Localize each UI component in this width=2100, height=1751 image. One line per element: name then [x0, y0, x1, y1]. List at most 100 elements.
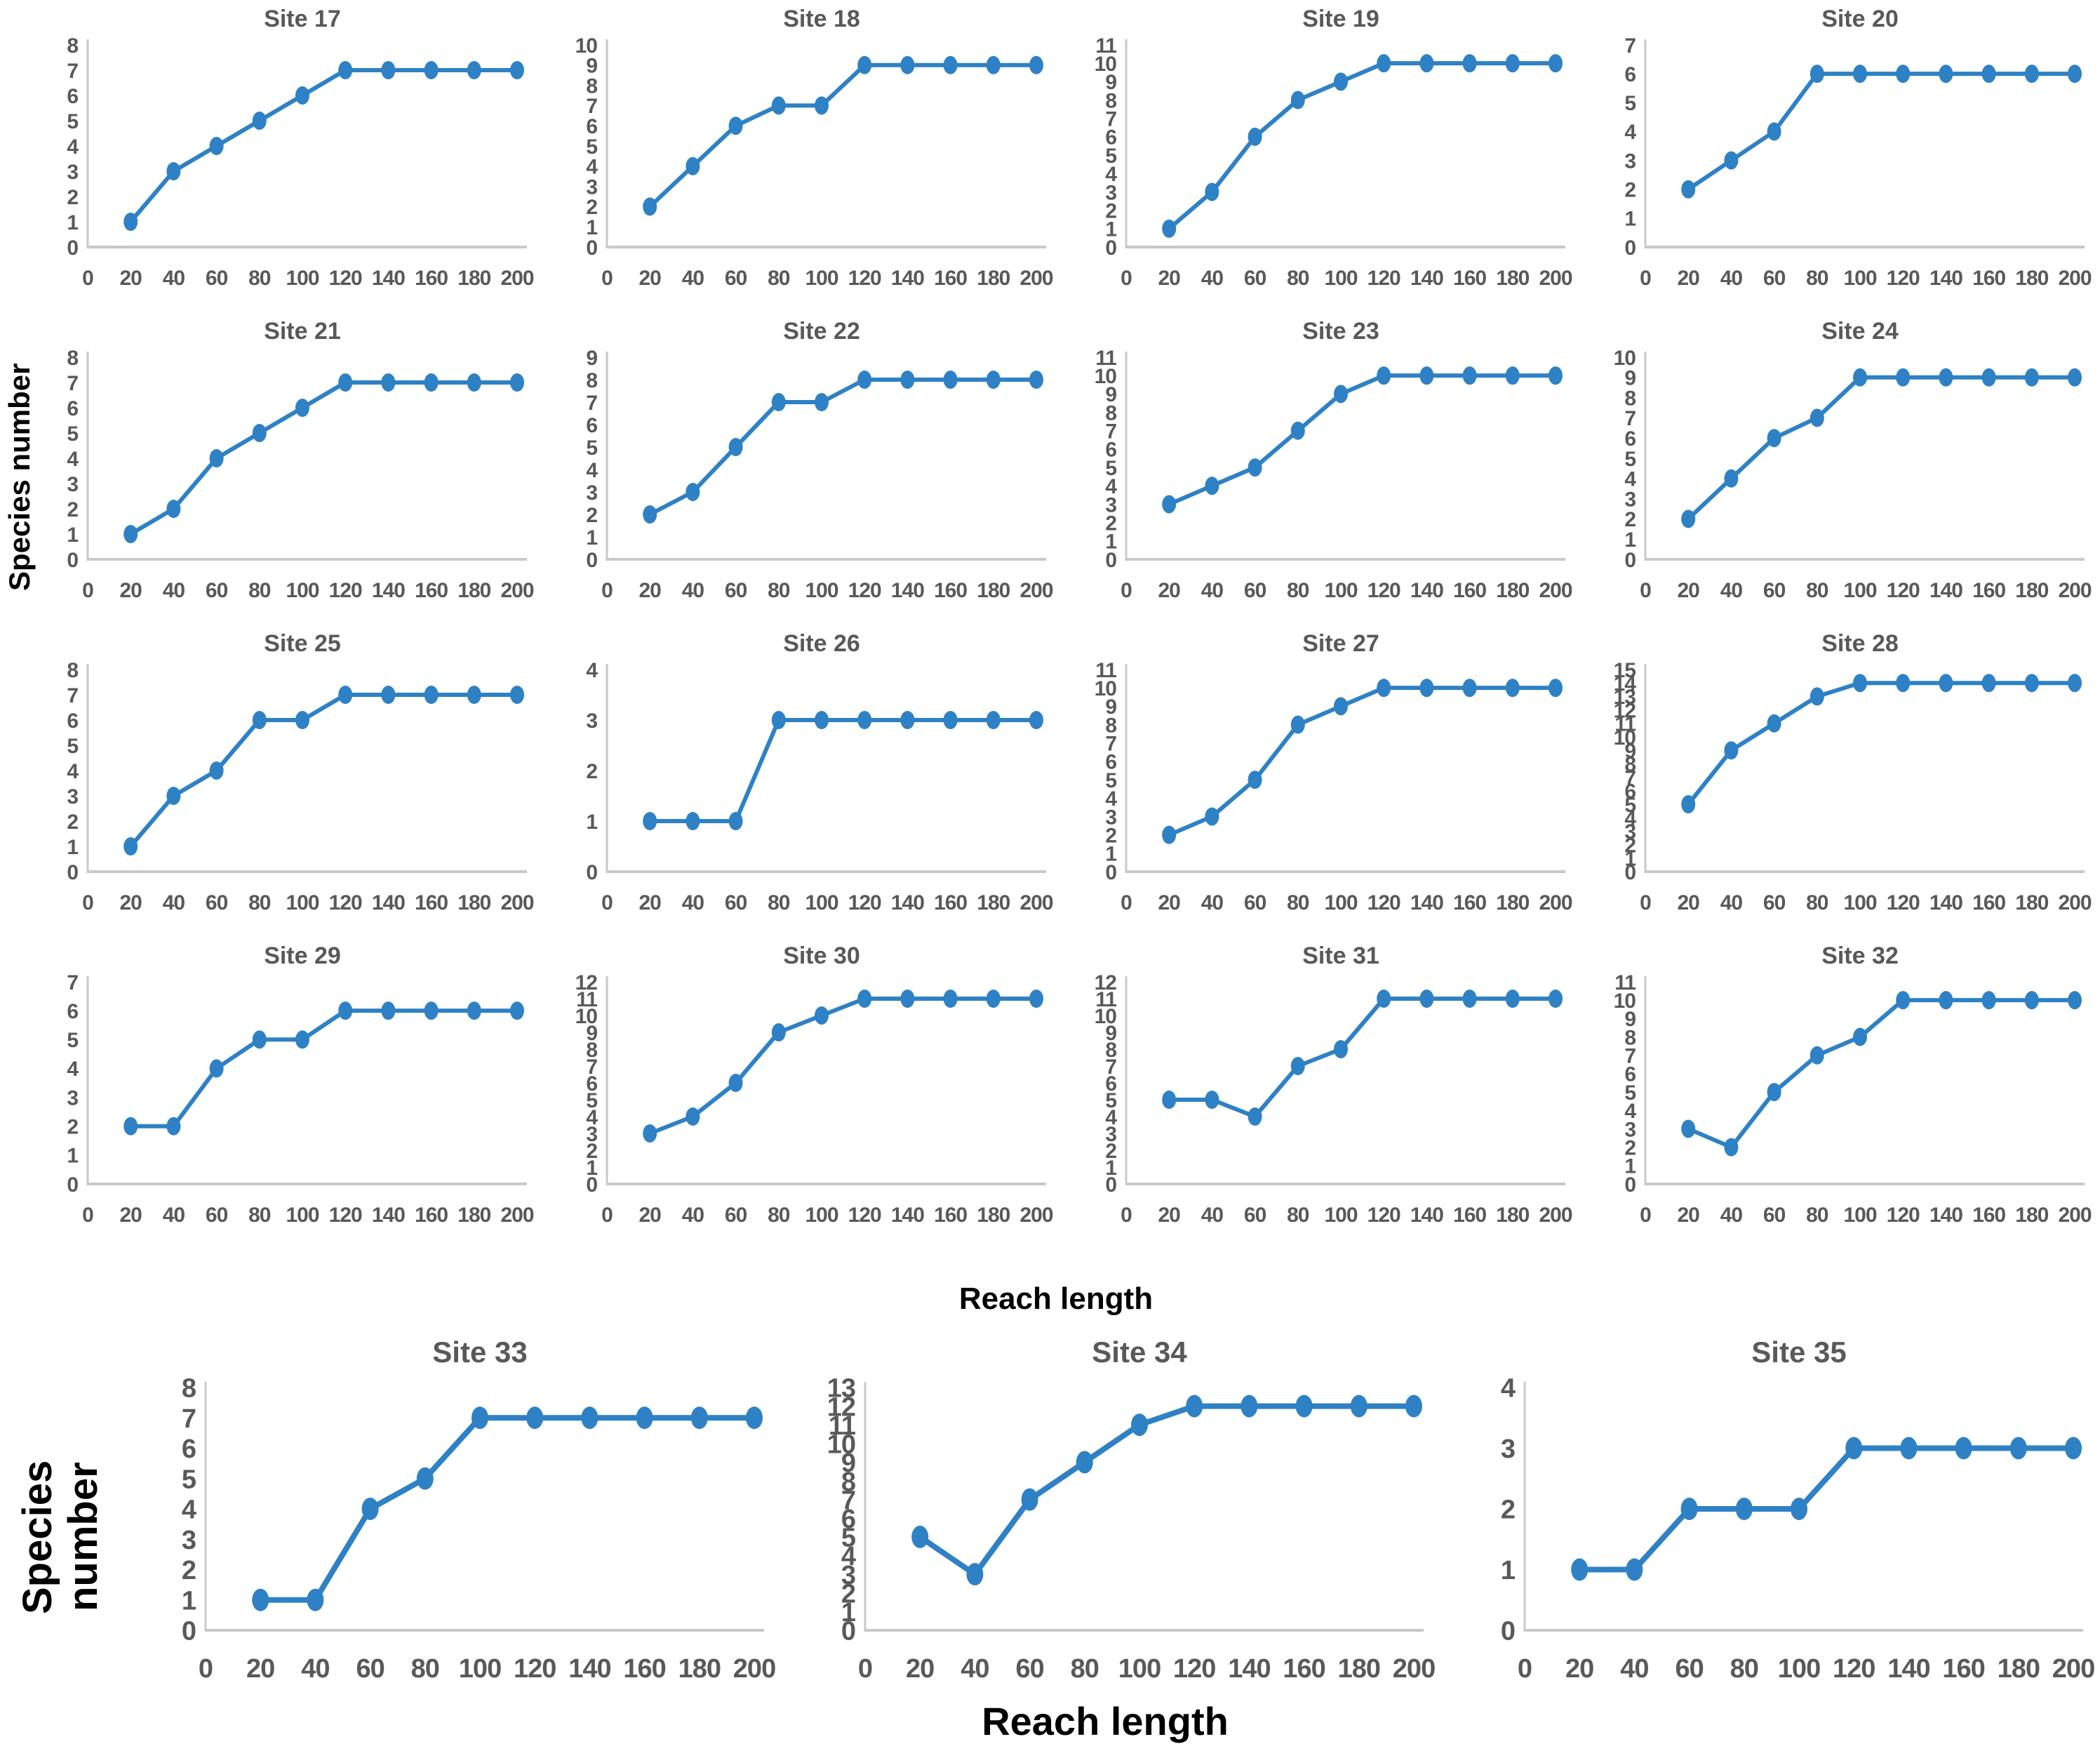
svg-text:20: 20	[639, 267, 662, 290]
bottom-chart-row: Site 33 0 1 2 3 4 5 6 7 8 0 20 40 60 80 100 120 140 160 180…	[116, 1330, 2095, 1702]
svg-text:Site 21: Site 21	[264, 318, 341, 345]
svg-text:80: 80	[1071, 1654, 1099, 1684]
svg-text:7: 7	[1624, 1045, 1636, 1068]
svg-text:100: 100	[459, 1654, 501, 1684]
svg-text:9: 9	[1624, 740, 1636, 763]
svg-text:60: 60	[1763, 267, 1786, 290]
svg-text:200: 200	[1019, 267, 1052, 290]
chart-site-18: Site 18 0 1 2 3 4 5 6 7 8 9 10 0 20 40 60 80 100 120 140 160…	[537, 0, 1056, 312]
svg-text:Site 26: Site 26	[783, 630, 860, 657]
svg-text:1: 1	[1624, 208, 1636, 231]
svg-text:180: 180	[2015, 579, 2048, 602]
svg-text:13: 13	[1614, 686, 1636, 709]
svg-text:160: 160	[1972, 1204, 2005, 1227]
svg-text:0: 0	[1105, 549, 1116, 572]
svg-text:2: 2	[1501, 1496, 1515, 1525]
svg-text:120: 120	[1367, 1204, 1400, 1227]
svg-text:120: 120	[1367, 891, 1400, 914]
svg-text:11: 11	[576, 988, 597, 1011]
svg-text:7: 7	[1624, 407, 1636, 430]
svg-text:1: 1	[67, 524, 78, 547]
svg-text:2: 2	[67, 1116, 78, 1139]
svg-text:60: 60	[1015, 1654, 1043, 1684]
svg-text:0: 0	[586, 237, 597, 260]
svg-text:100: 100	[286, 579, 319, 602]
svg-text:160: 160	[415, 891, 448, 914]
svg-text:0: 0	[1640, 891, 1651, 914]
svg-text:0: 0	[1121, 267, 1132, 290]
svg-text:8: 8	[67, 347, 78, 370]
svg-text:11: 11	[1614, 971, 1636, 994]
svg-text:2: 2	[67, 498, 78, 521]
svg-text:140: 140	[1930, 579, 1962, 602]
svg-text:1: 1	[586, 526, 597, 550]
svg-text:40: 40	[163, 579, 185, 602]
svg-text:2: 2	[586, 196, 597, 219]
svg-text:80: 80	[1806, 579, 1828, 602]
chart-site-34: Site 34 0 1 2 3 4 5 6 7 8 9 10 11 12 13 0 20 40 60 80 100 120…	[775, 1330, 1436, 1702]
svg-text:6: 6	[182, 1434, 196, 1464]
svg-text:120: 120	[329, 267, 362, 290]
svg-text:40: 40	[1720, 267, 1743, 290]
svg-text:40: 40	[682, 267, 704, 290]
svg-text:0: 0	[858, 1654, 872, 1684]
svg-text:40: 40	[682, 579, 704, 602]
svg-text:Site 30: Site 30	[783, 943, 860, 969]
svg-text:160: 160	[934, 891, 967, 914]
svg-text:6: 6	[1624, 63, 1636, 86]
svg-text:1: 1	[1501, 1556, 1516, 1585]
svg-text:3: 3	[1624, 149, 1636, 173]
svg-text:7: 7	[841, 1486, 855, 1515]
svg-text:8: 8	[182, 1374, 196, 1404]
svg-text:120: 120	[1833, 1654, 1875, 1684]
svg-text:1: 1	[586, 811, 597, 834]
svg-text:160: 160	[934, 267, 967, 290]
svg-text:Site 24: Site 24	[1821, 318, 1899, 345]
svg-text:3: 3	[1501, 1434, 1515, 1464]
svg-text:120: 120	[329, 891, 362, 914]
svg-text:120: 120	[1367, 579, 1400, 602]
svg-text:200: 200	[1019, 891, 1052, 914]
svg-text:8: 8	[841, 1467, 855, 1497]
svg-text:100: 100	[805, 579, 838, 602]
svg-text:7: 7	[1105, 1056, 1116, 1079]
svg-text:6: 6	[1105, 751, 1116, 774]
svg-text:6: 6	[1105, 439, 1116, 462]
svg-text:0: 0	[1624, 1173, 1636, 1197]
svg-text:80: 80	[1287, 891, 1309, 914]
svg-text:20: 20	[906, 1654, 934, 1684]
svg-text:5: 5	[841, 1524, 856, 1553]
svg-text:1: 1	[67, 836, 78, 859]
svg-text:2: 2	[1105, 824, 1116, 847]
svg-text:200: 200	[2058, 891, 2091, 914]
svg-text:Site 27: Site 27	[1302, 630, 1379, 657]
svg-text:15: 15	[1614, 659, 1636, 682]
svg-text:100: 100	[805, 891, 838, 914]
svg-text:160: 160	[934, 1204, 967, 1227]
svg-text:3: 3	[1105, 181, 1116, 204]
svg-text:0: 0	[67, 549, 78, 572]
svg-text:100: 100	[1324, 579, 1357, 602]
svg-text:10: 10	[827, 1430, 855, 1460]
svg-text:60: 60	[1675, 1654, 1703, 1684]
svg-text:180: 180	[1338, 1654, 1380, 1684]
svg-text:100: 100	[286, 1204, 319, 1227]
svg-text:5: 5	[1105, 145, 1116, 168]
chart-site-17: Site 17 0 1 2 3 4 5 6 7 8 0 20 40 60 80 100 120 140 160 180…	[18, 0, 537, 312]
svg-text:140: 140	[372, 267, 405, 290]
svg-text:60: 60	[725, 267, 747, 290]
svg-text:0: 0	[1640, 1204, 1651, 1227]
svg-text:40: 40	[163, 1204, 185, 1227]
svg-text:Site 31: Site 31	[1302, 943, 1379, 969]
svg-text:20: 20	[639, 891, 662, 914]
svg-text:6: 6	[841, 1505, 855, 1534]
svg-text:1: 1	[67, 211, 78, 234]
svg-text:60: 60	[206, 1204, 228, 1227]
svg-text:180: 180	[457, 891, 490, 914]
top-x-axis-label: Reach length	[958, 1281, 1153, 1316]
svg-text:160: 160	[1453, 1204, 1486, 1227]
svg-text:4: 4	[1105, 787, 1117, 811]
svg-text:10: 10	[1095, 365, 1117, 388]
svg-text:3: 3	[67, 161, 78, 184]
svg-text:3: 3	[1624, 1118, 1636, 1141]
